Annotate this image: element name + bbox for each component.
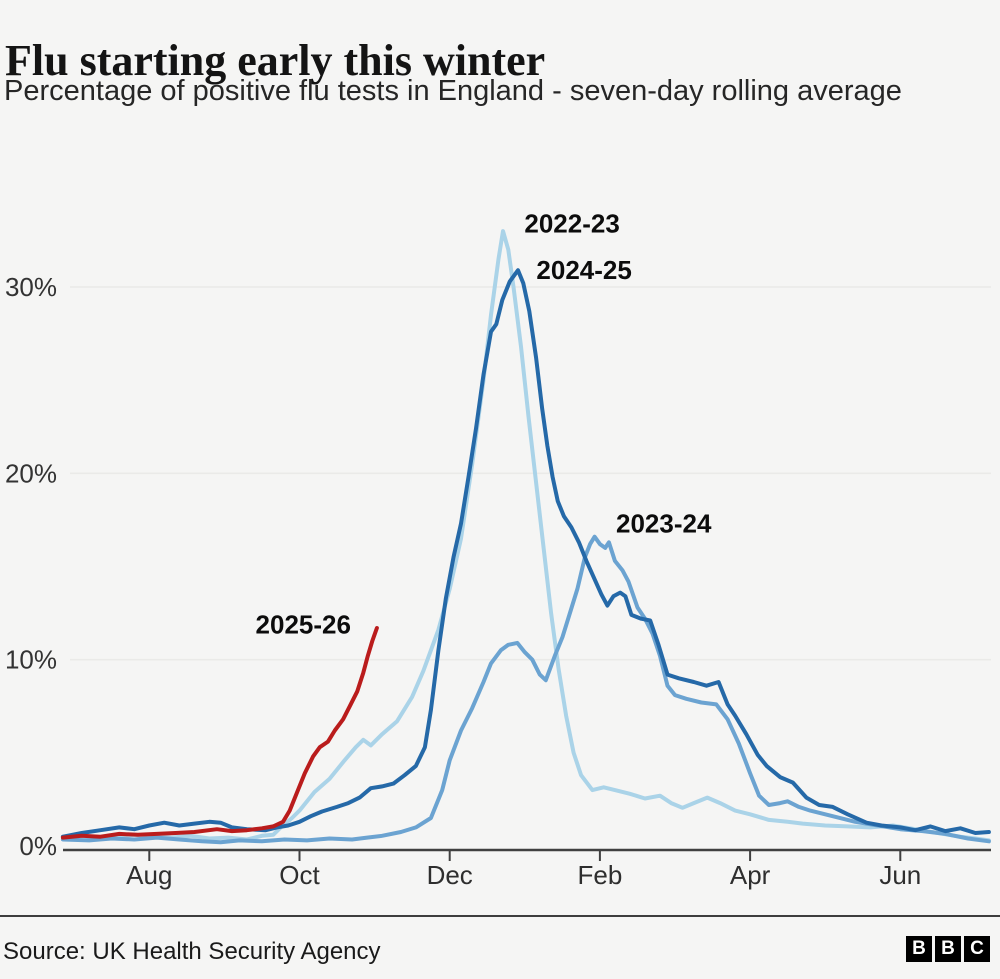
series-line-2022-23	[60, 229, 991, 843]
bbc-logo: B B C	[906, 936, 990, 962]
chart-subtitle: Percentage of positive flu tests in Engl…	[4, 75, 902, 107]
series-label-2025-26: 2025-26	[256, 609, 351, 639]
source-credit: Source: UK Health Security Agency	[3, 938, 381, 965]
series-label-2023-24: 2023-24	[616, 509, 712, 539]
series-label-2022-23: 2022-23	[524, 209, 619, 239]
x-axis-label-Dec: Dec	[427, 860, 473, 890]
footer-divider	[0, 915, 1000, 917]
y-axis-label-0: 0%	[19, 831, 57, 861]
page-title: Flu starting early this winter	[5, 36, 546, 86]
y-axis-label-30: 30%	[5, 272, 57, 302]
x-axis-label-Apr: Apr	[730, 860, 771, 890]
series-label-2024-25: 2024-25	[536, 255, 631, 285]
x-axis-label-Oct: Oct	[279, 860, 320, 890]
flu-line-chart: 0% 10% 20% 30% Aug Oct Dec Feb Apr Jun 2022-23 2024…	[5, 209, 991, 890]
bbc-logo-block: B	[906, 936, 932, 962]
x-axis-label-Jun: Jun	[879, 860, 921, 890]
x-axis-label-Aug: Aug	[126, 860, 172, 890]
series-line-2023-24	[60, 534, 991, 845]
x-axis-label-Feb: Feb	[577, 860, 622, 890]
bbc-logo-block: C	[964, 936, 990, 962]
series-line-2024-25	[60, 268, 991, 839]
series-line-2025-26	[60, 626, 379, 840]
y-axis-label-10: 10%	[5, 645, 57, 675]
y-axis-label-20: 20%	[5, 458, 57, 488]
bbc-logo-block: B	[935, 936, 961, 962]
